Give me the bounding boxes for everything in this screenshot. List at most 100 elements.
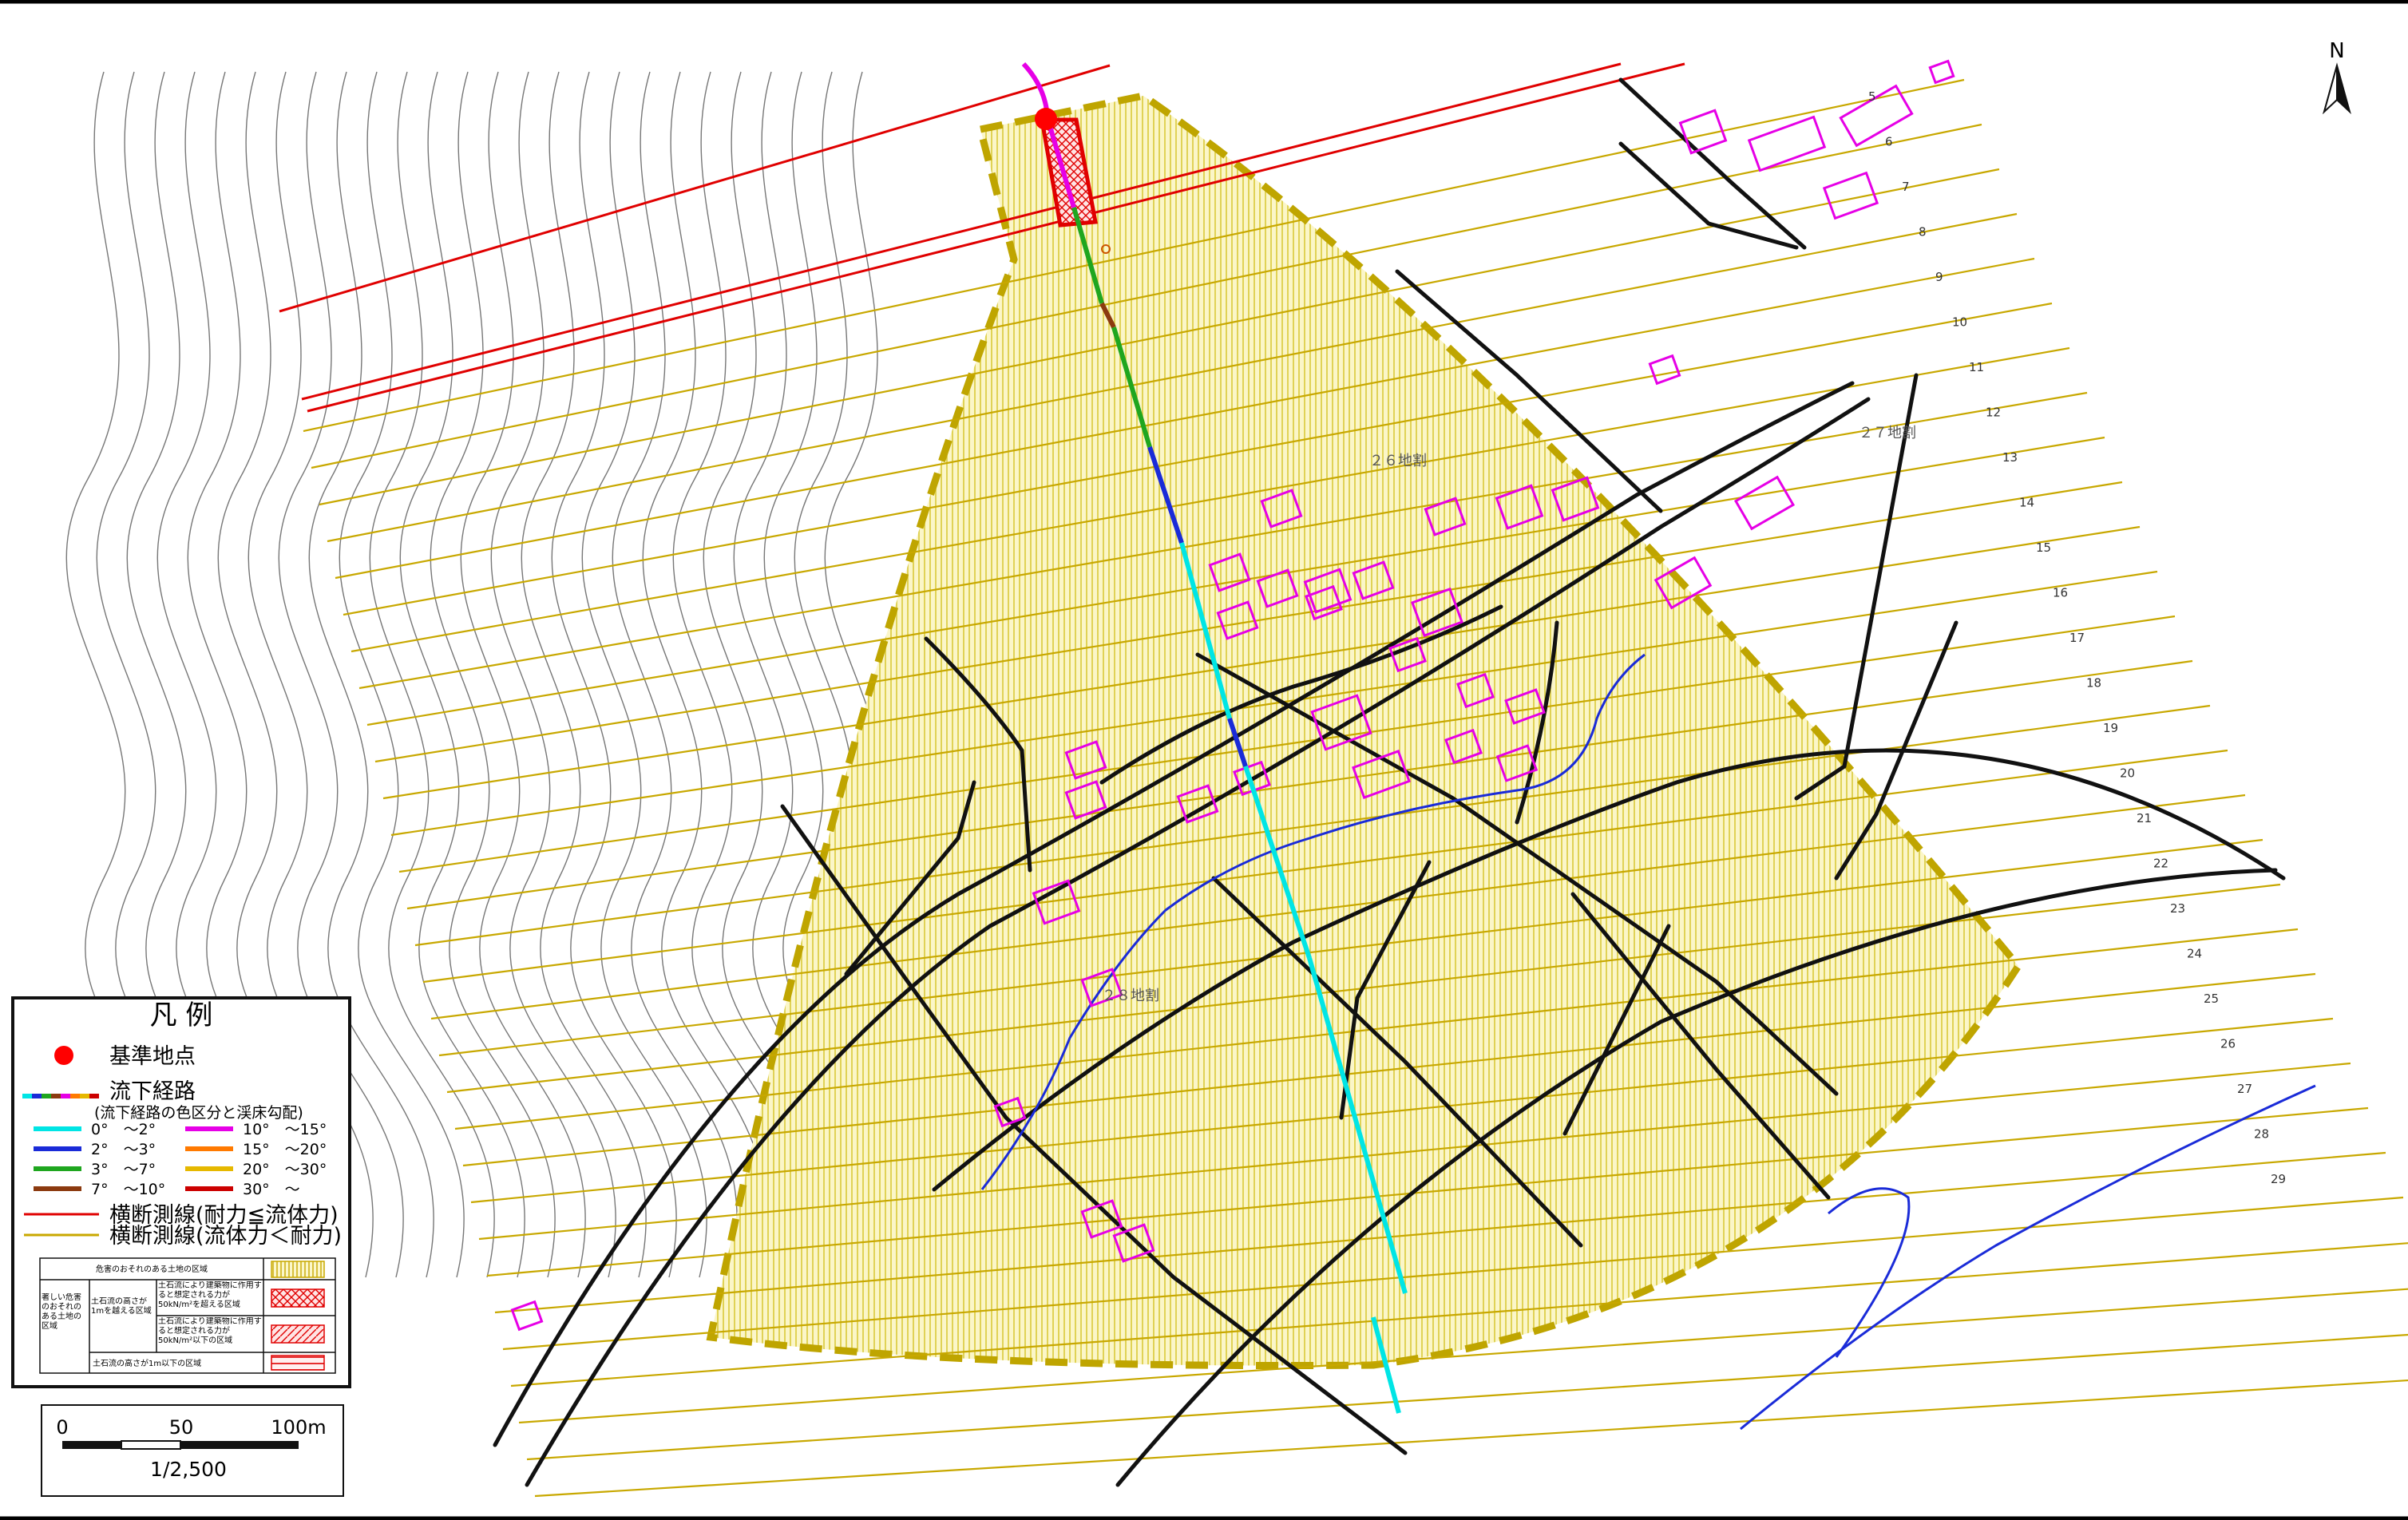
cross-section-yellow bbox=[494, 1151, 2386, 1314]
elevation-marker bbox=[1101, 244, 1111, 254]
cross-section-yellow bbox=[335, 257, 2035, 580]
slope-label: 15° ～20° bbox=[243, 1141, 327, 1158]
legend-reference-point-icon bbox=[54, 1046, 73, 1065]
hazard-zone-area bbox=[706, 92, 2023, 1370]
section-number-14: 14 bbox=[2019, 496, 2034, 510]
scale-tick-50: 50 bbox=[169, 1416, 194, 1439]
section-number-11: 11 bbox=[1969, 360, 1984, 374]
legend-force-over-50-a-label: 土石流により建築物に作用すると想定される力が50kN/m²を超える区域 bbox=[158, 1281, 262, 1309]
legend-flow-path-label: 流下経路 bbox=[109, 1079, 196, 1104]
cross-section-yellow bbox=[406, 659, 2193, 910]
contour-line bbox=[581, 71, 707, 1278]
contour-line bbox=[339, 71, 465, 1278]
section-number-20: 20 bbox=[2120, 766, 2135, 781]
contour-line bbox=[672, 71, 798, 1278]
buildings bbox=[510, 59, 1955, 1332]
cross-section-yellow bbox=[303, 78, 1965, 433]
cross-section-yellow bbox=[502, 1196, 2404, 1351]
section-number-22: 22 bbox=[2153, 857, 2168, 871]
cross-section-red bbox=[279, 64, 1111, 313]
contour-line bbox=[551, 71, 677, 1278]
legend-yellow-section-label: 横断測線(流体力＜耐力) bbox=[109, 1224, 342, 1249]
cross-section-yellow bbox=[366, 436, 2105, 726]
section-number-26: 26 bbox=[2220, 1037, 2236, 1051]
cross-section-yellow bbox=[438, 838, 2263, 1057]
scale-tick-100: 100m bbox=[271, 1416, 326, 1439]
legend-flow-path-note: (流下経路の色区分と渓床勾配) bbox=[94, 1104, 303, 1122]
cross-section-yellow bbox=[390, 570, 2158, 837]
scale-ratio: 1/2,500 bbox=[150, 1458, 227, 1481]
cross-section-yellow bbox=[398, 615, 2176, 873]
legend-slope-classes: 0° ～2° 2° ～3° 3° ～7° 7° ～10° 10° ～15° 15° ～20… bbox=[34, 1121, 327, 1198]
cross-section-yellow bbox=[518, 1288, 2408, 1424]
district-label-26: ２６地割 bbox=[1369, 453, 1427, 469]
contour-line bbox=[399, 71, 525, 1278]
river bbox=[980, 653, 2316, 1431]
section-number-12: 12 bbox=[1986, 406, 2001, 420]
section-number-15: 15 bbox=[2036, 540, 2051, 555]
district-labels: ２６地割 ２７地割 ２８地割 bbox=[1102, 425, 1916, 1004]
section-number-10: 10 bbox=[1952, 315, 1967, 330]
contour-line bbox=[490, 71, 616, 1278]
cross-section-yellow bbox=[422, 749, 2228, 984]
section-number-6: 6 bbox=[1885, 135, 1893, 149]
legend-reference-point-label: 基準地点 bbox=[109, 1044, 196, 1069]
district-label-28: ２８地割 bbox=[1102, 988, 1159, 1004]
legend-title: 凡 例 bbox=[150, 999, 213, 1031]
section-number-28: 28 bbox=[2254, 1127, 2269, 1142]
slope-label: 3° ～7° bbox=[91, 1161, 156, 1178]
section-number-13: 13 bbox=[2002, 450, 2018, 465]
cross-section-yellow bbox=[526, 1333, 2408, 1461]
cross-section-yellow bbox=[343, 302, 2053, 616]
section-number-25: 25 bbox=[2204, 992, 2219, 1006]
legend-force-over-50-b-label: 土石流により建築物に作用すると想定される力が50kN/m²以下の区域 bbox=[158, 1317, 262, 1345]
slope-label: 20° ～30° bbox=[243, 1161, 327, 1178]
section-number-5: 5 bbox=[1868, 89, 1876, 104]
cross-section-yellow bbox=[382, 525, 2141, 800]
legend-special-zone-label: 著しい危害のおそれのある土地の区域 bbox=[42, 1293, 81, 1331]
section-number-9: 9 bbox=[1935, 270, 1943, 284]
section-number-29: 29 bbox=[2271, 1172, 2286, 1186]
scale-bar: 0 50 100m 1/2,500 bbox=[41, 1404, 344, 1497]
contour-line bbox=[612, 71, 738, 1278]
cross-section-yellow bbox=[430, 794, 2246, 1020]
cross-section-yellow bbox=[510, 1242, 2408, 1387]
contour-line bbox=[430, 71, 556, 1278]
legend: 凡 例 基準地点 流下経路 (流下経路の色区分と渓床勾配) 0° ～2° 2° ～… bbox=[11, 996, 351, 1388]
slope-label: 2° ～3° bbox=[91, 1141, 156, 1158]
section-number-23: 23 bbox=[2170, 901, 2185, 916]
section-numbers: 5 6 7 8 9 10 11 12 13 14 15 16 17 18 19 20 21 22 23 24 25 26 2… bbox=[1868, 89, 2286, 1186]
hazard-zone bbox=[706, 92, 2023, 1370]
north-label: N bbox=[2329, 39, 2344, 63]
district-label-27: ２７地割 bbox=[1859, 425, 1916, 441]
contour-line bbox=[642, 71, 768, 1278]
legend-height-under-1m-label: 土石流の高さが1m以下の区域 bbox=[93, 1358, 201, 1368]
cross-section-yellow bbox=[478, 1062, 2351, 1241]
slope-label: 7° ～10° bbox=[91, 1181, 165, 1198]
section-number-27: 27 bbox=[2237, 1082, 2252, 1096]
slope-label: 0° ～2° bbox=[91, 1121, 156, 1138]
cross-section-yellow bbox=[486, 1106, 2369, 1277]
section-number-17: 17 bbox=[2069, 631, 2085, 645]
legend-red-section-label: 横断測線(耐力≦流体力) bbox=[109, 1203, 339, 1228]
section-number-8: 8 bbox=[1919, 225, 1927, 239]
contour-line bbox=[460, 71, 586, 1278]
scale-tick-0: 0 bbox=[56, 1416, 68, 1439]
cross-section-yellow bbox=[374, 481, 2123, 763]
section-number-24: 24 bbox=[2187, 947, 2202, 961]
reference-point-icon bbox=[1035, 108, 1057, 130]
section-number-7: 7 bbox=[1902, 180, 1910, 194]
contour-line bbox=[521, 71, 647, 1278]
contour-line bbox=[308, 71, 434, 1278]
legend-warning-zone-label: 危害のおそれのある土地の区域 bbox=[96, 1264, 208, 1274]
cross-section-red bbox=[307, 62, 1685, 413]
cross-section-yellow bbox=[534, 1379, 2408, 1498]
slope-label: 30° ～ bbox=[243, 1181, 300, 1198]
legend-height-over-1m-label: 土石流の高さが1mを越える区域 bbox=[91, 1297, 152, 1316]
section-number-18: 18 bbox=[2086, 676, 2101, 691]
contour-line bbox=[369, 71, 495, 1278]
north-arrow-icon: N bbox=[2323, 39, 2351, 115]
cross-section-yellow bbox=[454, 928, 2299, 1130]
